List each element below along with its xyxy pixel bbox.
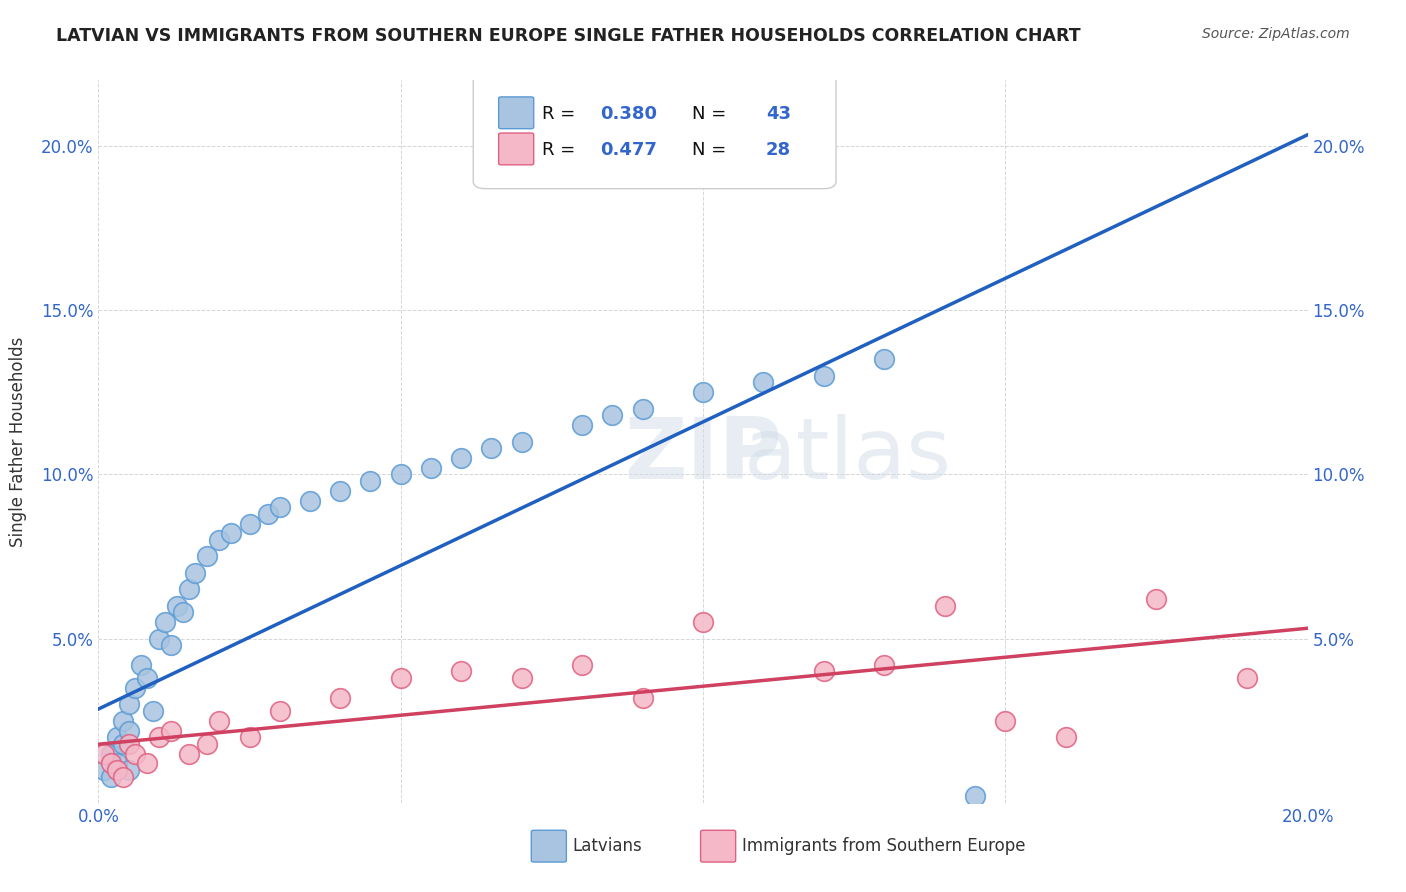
Point — [571, 657, 593, 672]
Point — [195, 549, 218, 564]
Text: Source: ZipAtlas.com: Source: ZipAtlas.com — [1202, 27, 1350, 41]
Point — [221, 526, 243, 541]
Point — [450, 450, 472, 465]
Point — [105, 756, 128, 771]
Point — [179, 582, 201, 597]
Point — [631, 690, 654, 705]
Text: atlas: atlas — [744, 415, 952, 498]
Point — [93, 747, 115, 761]
Point — [256, 507, 278, 521]
Point — [450, 665, 472, 679]
Point — [100, 747, 122, 761]
Text: 0.477: 0.477 — [600, 141, 657, 160]
Point — [692, 615, 714, 630]
Text: 43: 43 — [766, 105, 792, 123]
Point — [692, 385, 714, 400]
Point — [100, 756, 122, 771]
Point — [111, 714, 134, 728]
Point — [994, 714, 1017, 728]
Point — [873, 352, 896, 367]
Point — [239, 730, 262, 744]
Text: LATVIAN VS IMMIGRANTS FROM SOUTHERN EUROPE SINGLE FATHER HOUSEHOLDS CORRELATION : LATVIAN VS IMMIGRANTS FROM SOUTHERN EURO… — [56, 27, 1081, 45]
Point — [111, 737, 134, 751]
Point — [752, 376, 775, 390]
Point — [329, 690, 352, 705]
Point — [100, 770, 122, 784]
Point — [160, 638, 183, 652]
Point — [965, 789, 987, 804]
FancyBboxPatch shape — [499, 133, 534, 165]
Point — [195, 737, 218, 751]
FancyBboxPatch shape — [499, 97, 534, 128]
Point — [105, 730, 128, 744]
Y-axis label: Single Father Households: Single Father Households — [10, 336, 27, 547]
Point — [813, 368, 835, 383]
Point — [510, 434, 533, 449]
Point — [129, 657, 152, 672]
Text: ZIP: ZIP — [624, 415, 782, 498]
Point — [208, 714, 231, 728]
Point — [118, 723, 141, 738]
Point — [873, 657, 896, 672]
Point — [299, 493, 322, 508]
Point — [571, 418, 593, 433]
Point — [389, 467, 412, 482]
Point — [148, 730, 170, 744]
Point — [184, 566, 207, 580]
Text: R =: R = — [543, 105, 581, 123]
Point — [105, 763, 128, 777]
FancyBboxPatch shape — [474, 73, 837, 189]
Point — [329, 483, 352, 498]
Point — [135, 671, 157, 685]
Point — [602, 409, 624, 423]
Point — [135, 756, 157, 771]
Point — [1144, 592, 1167, 607]
Text: N =: N = — [669, 141, 733, 160]
FancyBboxPatch shape — [700, 830, 735, 862]
Text: R =: R = — [543, 141, 581, 160]
Text: N =: N = — [669, 105, 733, 123]
Point — [118, 698, 141, 712]
Point — [118, 737, 141, 751]
Point — [269, 500, 291, 515]
Point — [481, 441, 503, 455]
Point — [118, 763, 141, 777]
Point — [160, 723, 183, 738]
Point — [124, 681, 146, 695]
Point — [148, 632, 170, 646]
Text: 0.380: 0.380 — [600, 105, 657, 123]
Point — [124, 747, 146, 761]
Point — [1054, 730, 1077, 744]
Point — [179, 747, 201, 761]
Point — [166, 599, 188, 613]
Text: Immigrants from Southern Europe: Immigrants from Southern Europe — [742, 838, 1025, 855]
Point — [142, 704, 165, 718]
Point — [631, 401, 654, 416]
Point — [389, 671, 412, 685]
Text: Latvians: Latvians — [572, 838, 643, 855]
Point — [269, 704, 291, 718]
Point — [111, 770, 134, 784]
Point — [510, 671, 533, 685]
Point — [172, 605, 194, 619]
Point — [153, 615, 176, 630]
Point — [208, 533, 231, 547]
Point — [420, 460, 443, 475]
Point — [813, 665, 835, 679]
FancyBboxPatch shape — [531, 830, 567, 862]
Text: 28: 28 — [766, 141, 792, 160]
Point — [360, 474, 382, 488]
Point — [239, 516, 262, 531]
Point — [934, 599, 956, 613]
Point — [93, 763, 115, 777]
Point — [1236, 671, 1258, 685]
